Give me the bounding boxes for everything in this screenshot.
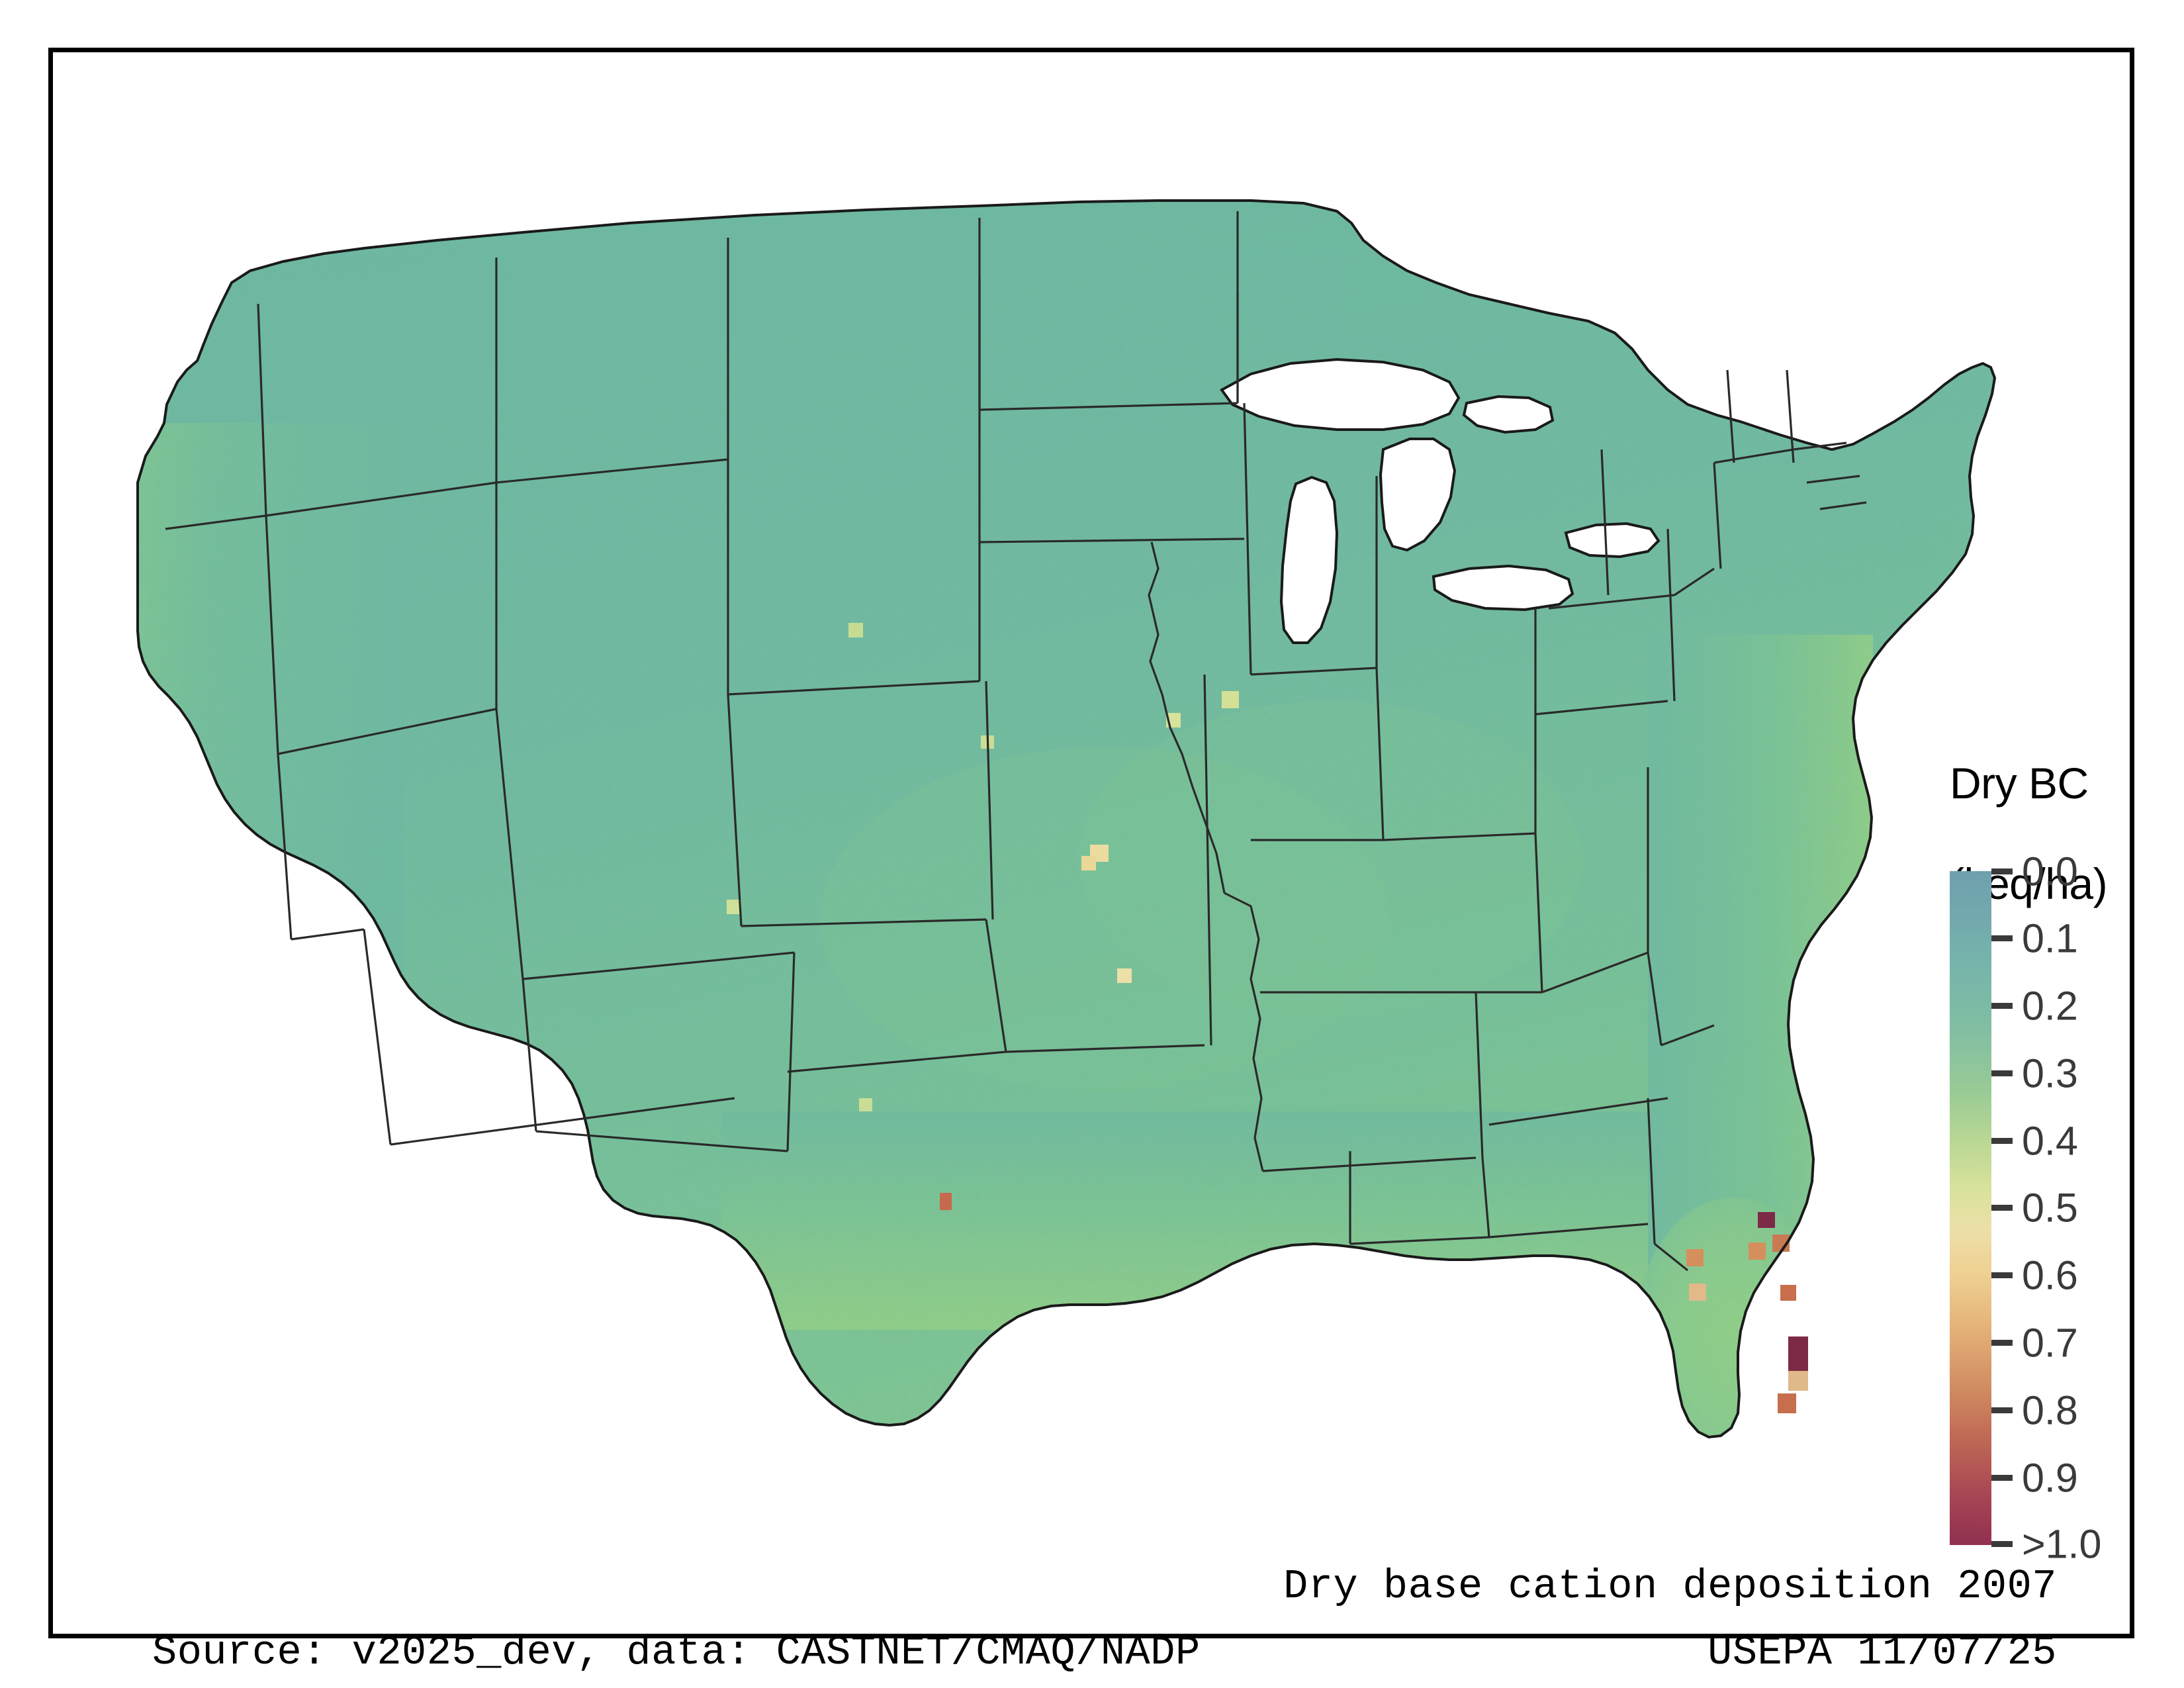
colorbar-tick-1 xyxy=(1991,935,2013,941)
colorbar-label-10: >1.0 xyxy=(2022,1521,2102,1567)
hotspot-cells xyxy=(727,623,1808,1413)
colorbar-label-5: 0.5 xyxy=(2022,1185,2078,1231)
colorbar-label-0: 0.0 xyxy=(2022,849,2078,894)
colorbar-tick-7 xyxy=(1991,1340,2013,1346)
figure-frame: Dry BC (keq/ha) 0.0 0.1 0.2 0.3 0.4 0.5 … xyxy=(48,48,2134,1676)
colorbar-label-8: 0.8 xyxy=(2022,1387,2078,1433)
state-boundaries xyxy=(165,211,1867,1272)
colorbar-gradient xyxy=(1950,871,1991,1545)
colorbar-label-6: 0.6 xyxy=(2022,1252,2078,1298)
colorbar-tick-2 xyxy=(1991,1003,2013,1009)
great-lakes xyxy=(1220,357,1661,644)
legend-panel: Dry BC (keq/ha) 0.0 0.1 0.2 0.3 0.4 0.5 … xyxy=(1899,708,2184,1568)
colorbar-tick-5 xyxy=(1991,1205,2013,1211)
colorbar-label-3: 0.3 xyxy=(2022,1051,2078,1096)
colorbar-label-4: 0.4 xyxy=(2022,1118,2078,1164)
colorbar-tick-10 xyxy=(1991,1541,2013,1547)
colorbar-label-1: 0.1 xyxy=(2022,915,2078,961)
map-plot-area xyxy=(126,171,2038,1462)
colorbar-label-9: 0.9 xyxy=(2022,1455,2078,1501)
colorbar-tick-8 xyxy=(1991,1407,2013,1413)
agency-date-caption: USEPA 11/07/25 xyxy=(1707,1629,2057,1676)
deposition-field xyxy=(138,201,1995,1437)
colorbar-tick-9 xyxy=(1991,1475,2013,1481)
map-title-caption: Dry base cation deposition 2007 xyxy=(1283,1563,2057,1610)
colorbar-tick-0 xyxy=(1991,868,2013,874)
colorbar-tick-6 xyxy=(1991,1272,2013,1278)
conus-outline xyxy=(136,199,1997,1439)
legend-title-line1: Dry BC xyxy=(1950,759,2089,808)
source-caption: Source: v2025_dev, data: CASTNET/CMAQ/NA… xyxy=(152,1629,1201,1676)
colorbar-tick-3 xyxy=(1991,1070,2013,1076)
colorbar-label-7: 0.7 xyxy=(2022,1320,2078,1366)
conus-deposition-map xyxy=(126,171,2038,1462)
colorbar-label-2: 0.2 xyxy=(2022,983,2078,1029)
colorbar-tick-4 xyxy=(1991,1138,2013,1144)
